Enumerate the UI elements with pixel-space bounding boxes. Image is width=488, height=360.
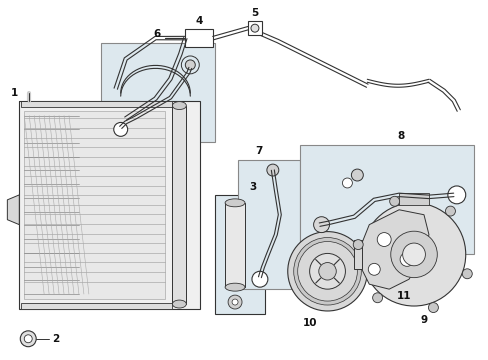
Circle shape <box>342 178 352 188</box>
Circle shape <box>297 242 357 301</box>
Bar <box>172 105 186 304</box>
Circle shape <box>367 264 380 275</box>
Circle shape <box>24 335 32 343</box>
Circle shape <box>250 24 258 32</box>
Circle shape <box>313 217 329 233</box>
Circle shape <box>461 269 471 279</box>
Circle shape <box>399 252 413 266</box>
Bar <box>21 303 172 309</box>
Text: 8: 8 <box>397 131 404 141</box>
Polygon shape <box>354 239 362 269</box>
Text: 11: 11 <box>396 291 410 301</box>
Bar <box>19 100 200 309</box>
Circle shape <box>20 331 36 347</box>
Circle shape <box>114 122 127 136</box>
Text: 6: 6 <box>154 29 161 39</box>
Bar <box>238 160 299 289</box>
Circle shape <box>309 253 345 289</box>
Bar <box>21 100 172 107</box>
Circle shape <box>362 203 465 306</box>
Text: 7: 7 <box>255 146 262 156</box>
Circle shape <box>351 169 363 181</box>
Circle shape <box>318 262 336 280</box>
Circle shape <box>402 243 425 266</box>
Bar <box>398 193 428 205</box>
Text: 10: 10 <box>302 318 316 328</box>
Bar <box>299 145 473 255</box>
Circle shape <box>251 271 267 287</box>
Circle shape <box>390 231 436 278</box>
Text: 4: 4 <box>195 16 203 26</box>
Circle shape <box>293 238 361 305</box>
Circle shape <box>266 164 278 176</box>
Bar <box>224 203 244 287</box>
Polygon shape <box>359 210 428 289</box>
Bar <box>215 195 264 314</box>
Text: 1: 1 <box>11 88 18 98</box>
Circle shape <box>389 196 399 206</box>
Ellipse shape <box>224 199 244 207</box>
Text: 9: 9 <box>420 315 427 325</box>
Circle shape <box>445 206 454 216</box>
Bar <box>185 29 213 47</box>
Bar <box>24 111 165 299</box>
Circle shape <box>185 60 195 70</box>
Text: 5: 5 <box>251 8 258 18</box>
Bar <box>101 43 215 142</box>
Text: 2: 2 <box>52 334 60 344</box>
Circle shape <box>376 233 390 247</box>
Ellipse shape <box>172 102 186 109</box>
Ellipse shape <box>172 300 186 308</box>
Circle shape <box>427 303 437 312</box>
Ellipse shape <box>224 283 244 291</box>
Bar <box>247 21 262 35</box>
Circle shape <box>447 186 465 204</box>
Circle shape <box>372 293 382 303</box>
Polygon shape <box>7 195 19 225</box>
Circle shape <box>352 240 363 249</box>
Circle shape <box>227 295 242 309</box>
Circle shape <box>232 299 238 305</box>
Circle shape <box>287 231 366 311</box>
Text: 3: 3 <box>249 182 256 192</box>
